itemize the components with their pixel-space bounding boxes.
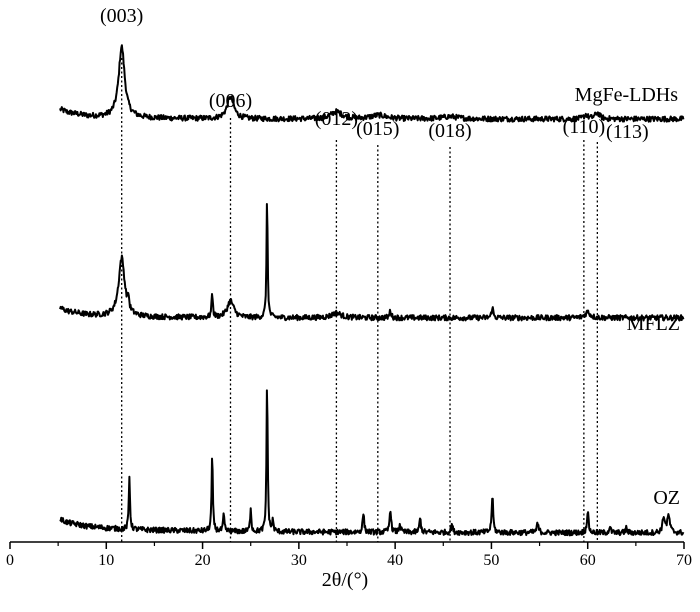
x-tick-label: 20 <box>195 552 211 569</box>
x-tick-label: 30 <box>291 552 307 569</box>
x-axis-label: 2θ/(°) <box>322 569 368 591</box>
hkl-label: (018) <box>428 120 471 142</box>
curves <box>59 44 685 537</box>
peak-labels: (003) (006) (012)(015) (018) (110) (113) <box>100 5 649 143</box>
reference-lines <box>121 58 598 542</box>
x-tick-label: 10 <box>98 552 114 569</box>
curve-labels: MgFe-LDHs MFLZ OZ <box>575 84 680 509</box>
hkl-label: (003) <box>100 5 143 27</box>
x-tick-label: 40 <box>387 552 403 569</box>
series-label: OZ <box>653 487 680 509</box>
hkl-label: (113) <box>606 121 649 143</box>
x-tick-label: 70 <box>676 552 692 569</box>
series-line-mflz <box>59 202 685 322</box>
series-line-oz <box>59 389 685 537</box>
series-line-mgfe-ldhs <box>59 44 685 123</box>
x-axis: 0 10 20 30 40 50 60 70 <box>6 541 692 569</box>
series-label: MgFe-LDHs <box>575 84 679 106</box>
hkl-label: (012) <box>315 108 358 130</box>
x-tick-label: 0 <box>6 552 14 569</box>
x-tick-label: 60 <box>580 552 596 569</box>
hkl-label: (015) <box>356 118 399 140</box>
hkl-label: (110) <box>563 116 606 138</box>
x-tick-label: 50 <box>483 552 499 569</box>
series-label: MFLZ <box>627 313 680 335</box>
hkl-label: (006) <box>209 90 252 112</box>
